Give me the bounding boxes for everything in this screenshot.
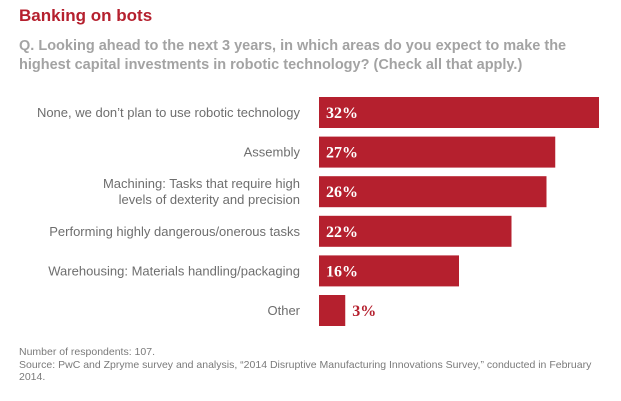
value-label-0: 32% (326, 105, 358, 122)
category-label-2: Machining: Tasks that require high levels… (103, 176, 300, 207)
bar-5 (319, 295, 346, 326)
value-label-5: 3% (352, 303, 376, 320)
value-label-3: 22% (326, 224, 358, 241)
value-label-2: 26% (326, 184, 358, 201)
chart-title: Banking on bots (19, 6, 153, 25)
category-label-3: Performing highly dangerous/onerous task… (49, 224, 300, 239)
bar-1 (319, 136, 556, 168)
value-label-4: 16% (326, 263, 358, 280)
bar-3 (319, 215, 512, 247)
survey-question: Q. Looking ahead to the next 3 years, in… (19, 38, 567, 73)
category-label-line: Machining: Tasks that require high (103, 176, 300, 191)
category-label-line: Other (267, 303, 300, 318)
bar-0 (319, 97, 599, 128)
category-label-line: Performing highly dangerous/onerous task… (49, 224, 300, 239)
bar-2 (319, 176, 547, 208)
category-label-1: Assembly (244, 145, 301, 160)
category-label-line: Warehousing: Materials handling/packagin… (48, 263, 300, 278)
bar-4 (319, 255, 459, 287)
category-label-4: Warehousing: Materials handling/packagin… (48, 263, 300, 278)
respondents-note: Number of respondents: 107. (19, 346, 155, 358)
category-label-5: Other (267, 303, 300, 318)
category-label-line: levels of dexterity and precision (119, 192, 300, 207)
value-label-1: 27% (326, 145, 358, 162)
category-label-0: None, we don’t plan to use robotic techn… (37, 105, 301, 120)
footer-notes: Number of respondents: 107. Source: PwC … (19, 346, 609, 384)
category-label-line: None, we don’t plan to use robotic techn… (37, 105, 301, 120)
category-label-line: Assembly (244, 145, 301, 160)
source-note: Source: PwC and Zpryme survey and analys… (19, 358, 592, 384)
